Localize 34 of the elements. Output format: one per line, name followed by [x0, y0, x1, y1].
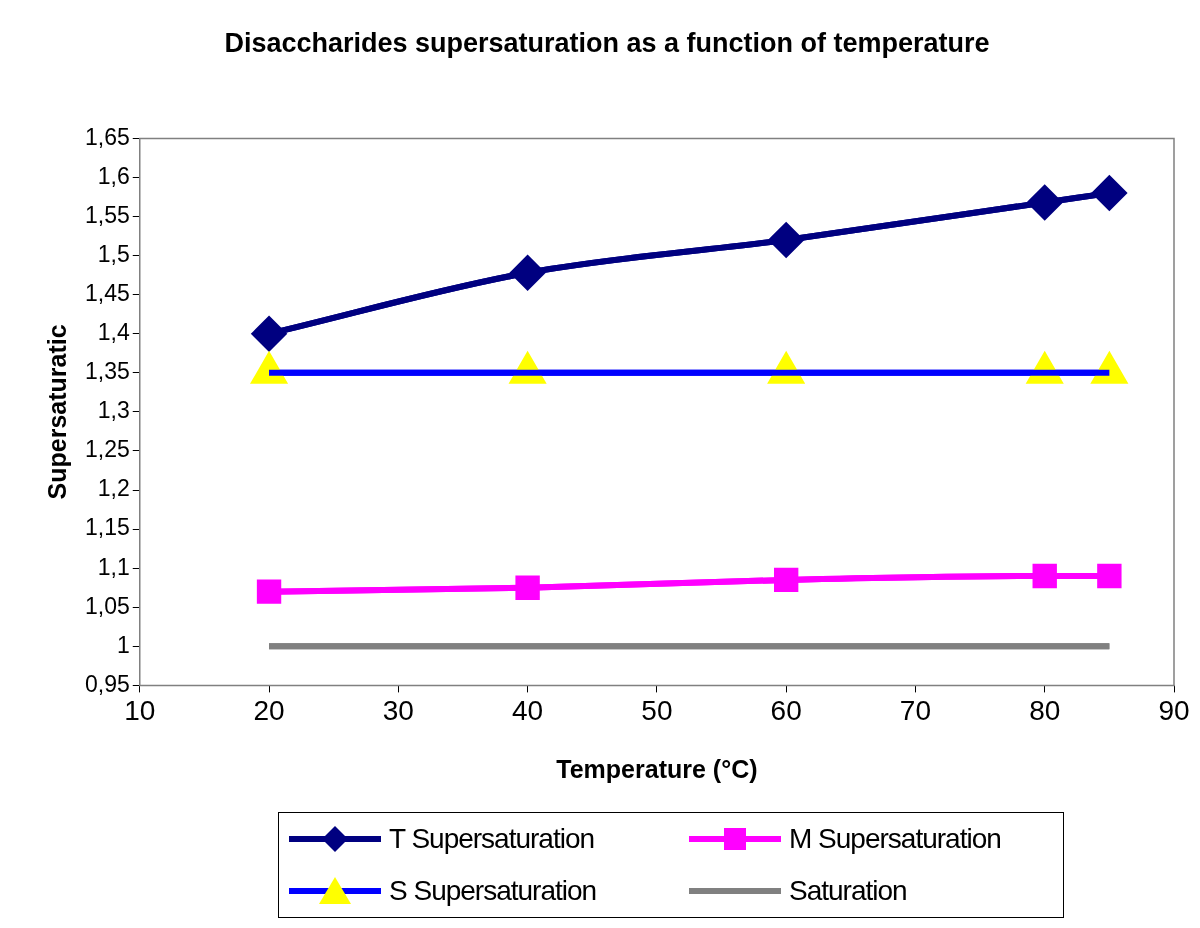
y-tick-label: 0,95: [85, 670, 130, 697]
y-tick-label: 1,6: [97, 162, 130, 189]
legend-label: M Supersaturation: [789, 823, 1001, 855]
y-tick-label: 1,25: [85, 436, 130, 463]
legend-label: T Supersaturation: [389, 823, 595, 855]
x-axis-title: Temperature (°C): [556, 754, 758, 783]
point: [252, 316, 287, 351]
y-tick-label: 1,5: [97, 240, 130, 267]
x-tick-label: 70: [899, 694, 932, 726]
chart-title: Disaccharides supersaturation as a function of temperature: [224, 27, 990, 58]
y-tick-label: 1,3: [97, 397, 130, 424]
y-tick-label: 1,15: [85, 514, 130, 541]
y-tick-label: 1,65: [85, 123, 130, 150]
point: [1097, 563, 1122, 589]
legend-label: Saturation: [789, 875, 907, 907]
point: [256, 579, 282, 604]
x-tick-label: 80: [1029, 694, 1061, 726]
x-tick-label: 10: [124, 694, 156, 726]
y-tick-label: 1: [116, 631, 130, 658]
x-tick-label: 30: [382, 694, 414, 726]
y-tick-label: 1,1: [97, 553, 130, 580]
y-tick-label: 1,2: [97, 475, 130, 502]
y-axis-title: Supersaturatic: [42, 324, 71, 500]
x-tick-label: 60: [770, 694, 802, 726]
y-tick-label: 1,4: [97, 319, 130, 346]
x-tick-label: 40: [512, 694, 544, 726]
y-tick-label: 1,35: [85, 358, 130, 385]
x-tick-label: 50: [641, 694, 673, 726]
y-tick-label: 1,45: [85, 280, 130, 307]
x-tick-label: 90: [1158, 694, 1190, 726]
y-tick-label: 1,55: [85, 201, 130, 228]
x-tick-label: 20: [253, 694, 285, 726]
y-tick-label: 1,05: [85, 592, 130, 619]
legend-label: S Supersaturation: [389, 875, 597, 907]
